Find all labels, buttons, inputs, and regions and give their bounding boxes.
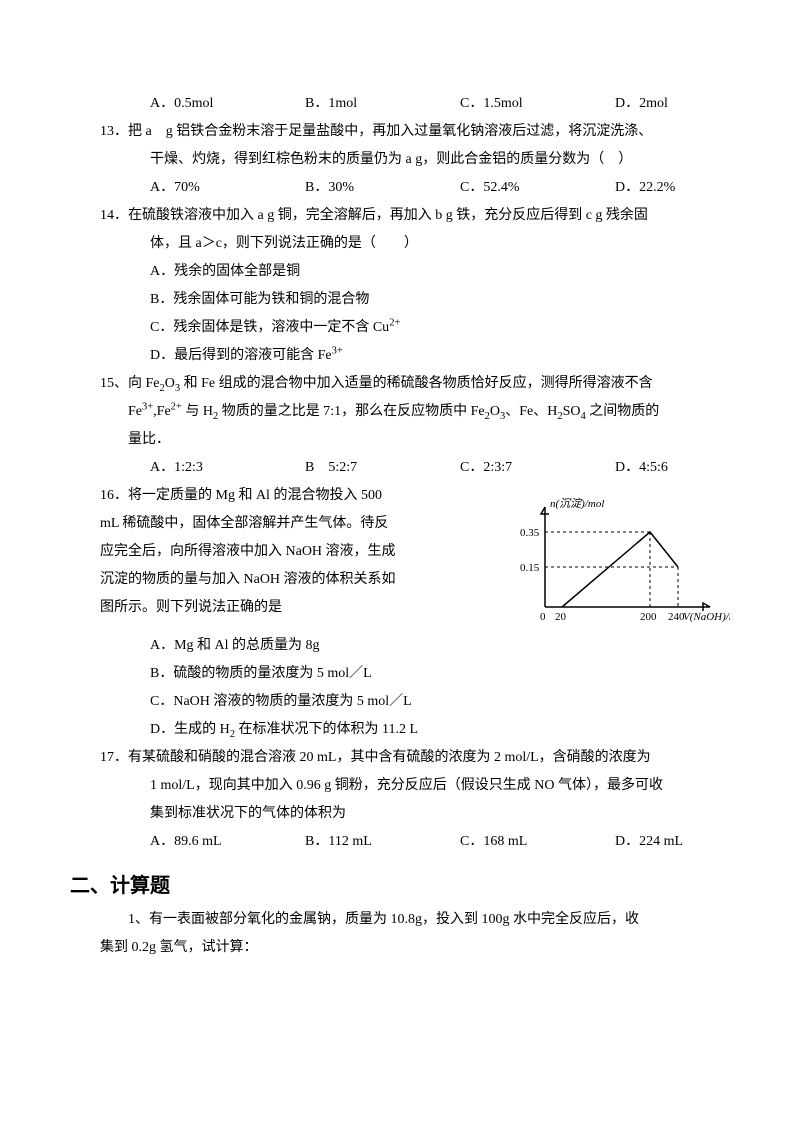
- q12-opt-c: C．1.5mol: [460, 90, 575, 118]
- q13: 13．把 a g 铝铁合金粉末溶于足量盐酸中，再加入过量氧化钠溶液后过滤，将沉淀…: [70, 118, 730, 146]
- q13-opt-b: B．30%: [305, 174, 420, 202]
- fig-y2: 0.15: [520, 562, 540, 574]
- q14-d-sup: 3+: [332, 345, 343, 356]
- fig-x1: 20: [555, 611, 567, 623]
- q12-options: A．0.5mol B．1mol C．1.5mol D．2mol: [70, 90, 730, 118]
- q14-choices: A．残余的固体全部是铜 B．残余固体可能为铁和铜的混合物 C．残余固体是铁，溶液…: [70, 258, 730, 370]
- q16-text: 16．将一定质量的 Mg 和 Al 的混合物投入 500 mL 稀硫酸中，固体全…: [70, 482, 500, 632]
- q13-opt-c: C．52.4%: [460, 174, 575, 202]
- q15-l2e: O: [490, 404, 500, 419]
- q13-options: A．70% B．30% C．52.4% D．22.2%: [70, 174, 730, 202]
- q17: 17．有某硫酸和硝酸的混合溶液 20 mL，其中含有硫酸的浓度为 2 mol/L…: [70, 744, 730, 772]
- q16-l5: 图所示。则下列说法正确的是: [70, 594, 500, 622]
- calc-q1-l1: 1、有一表面被部分氧化的金属钠，质量为 10.8g，投入到 100g 水中完全反…: [70, 906, 730, 934]
- q16: 16．将一定质量的 Mg 和 Al 的混合物投入 500 mL 稀硫酸中，固体全…: [70, 482, 730, 632]
- q16-opt-a: A．Mg 和 Al 的总质量为 8g: [150, 632, 730, 660]
- q15-line2: Fe3+,Fe2+ 与 H2 物质的量之比是 7:1，那么在反应物质中 Fe2O…: [70, 398, 730, 426]
- q16-d-post: 在标准状况下的体积为 11.2 L: [235, 722, 418, 737]
- q16-num: 16．: [100, 488, 128, 503]
- q13-num: 13．: [100, 124, 128, 139]
- fig-x2: 200: [640, 611, 657, 623]
- q13-opt-a: A．70%: [150, 174, 265, 202]
- q15-l2a: Fe: [128, 404, 142, 419]
- q17-l2: 1 mol/L，现向其中加入 0.96 g 铜粉，充分反应后（假设只生成 NO …: [70, 772, 730, 800]
- q14-opt-a: A．残余的固体全部是铜: [150, 258, 730, 286]
- q17-l1: 有某硫酸和硝酸的混合溶液 20 mL，其中含有硫酸的浓度为 2 mol/L，含硝…: [128, 750, 651, 765]
- q17-opt-d: D．224 mL: [615, 828, 730, 856]
- q14-d-text: D．最后得到的溶液可能含 Fe: [150, 348, 332, 363]
- q16-d-pre: D．生成的 H: [150, 722, 230, 737]
- q12-opt-d: D．2mol: [615, 90, 730, 118]
- q15-l2d: 物质的量之比是 7:1，那么在反应物质中 Fe: [218, 404, 484, 419]
- q15-line3: 量比．: [70, 426, 730, 454]
- q14-opt-b: B．残余固体可能为铁和铜的混合物: [150, 286, 730, 314]
- q15-l2c: 与 H: [182, 404, 213, 419]
- q16-l2: mL 稀硫酸中，固体全部溶解并产生气体。待反: [70, 510, 500, 538]
- q15: 15、向 Fe2O3 和 Fe 组成的混合物中加入适量的稀硫酸各物质恰好反应，测…: [70, 370, 730, 398]
- q15-l1c: 和 Fe 组成的混合物中加入适量的稀硫酸各物质恰好反应，测得所得溶液不含: [180, 376, 653, 391]
- q16-choices: A．Mg 和 Al 的总质量为 8g B．硫酸的物质的量浓度为 5 mol／L …: [70, 632, 730, 744]
- fig-y1: 0.35: [520, 527, 540, 539]
- q17-options: A．89.6 mL B．112 mL C．168 mL D．224 mL: [70, 828, 730, 856]
- q15-opt-d: D．4:5:6: [615, 454, 730, 482]
- q14-line1: 在硫酸铁溶液中加入 a g 铜，完全溶解后，再加入 b g 铁，充分反应后得到 …: [128, 208, 648, 223]
- q14-opt-c: C．残余固体是铁，溶液中一定不含 Cu2+: [150, 314, 730, 342]
- q17-opt-a: A．89.6 mL: [150, 828, 265, 856]
- q14-opt-d: D．最后得到的溶液可能含 Fe3+: [150, 342, 730, 370]
- q12-opt-a: A．0.5mol: [150, 90, 265, 118]
- q14-num: 14．: [100, 208, 128, 223]
- section-2-heading: 二、计算题: [70, 866, 730, 906]
- fig-ylab: n(沉淀)/mol: [550, 497, 604, 510]
- q13-opt-d: D．22.2%: [615, 174, 730, 202]
- q16-l3: 应完全后，向所得溶液中加入 NaOH 溶液，生成: [70, 538, 500, 566]
- q15-sp1: 3+: [142, 401, 153, 412]
- q16-opt-d: D．生成的 H2 在标准状况下的体积为 11.2 L: [150, 716, 730, 744]
- q15-l2f: 、Fe、H: [505, 404, 557, 419]
- q15-sp2: 2+: [171, 401, 182, 412]
- fig-x3: 240: [668, 611, 685, 623]
- q15-l2h: 之间物质的: [586, 404, 660, 419]
- q16-l4: 沉淀的物质的量与加入 NaOH 溶液的体积关系如: [70, 566, 500, 594]
- fig-xlab: V(NaOH)/mL: [683, 611, 730, 623]
- q15-l2g: SO: [563, 404, 581, 419]
- q13-line1: 把 a g 铝铁合金粉末溶于足量盐酸中，再加入过量氧化钠溶液后过滤，将沉淀洗涤、: [128, 124, 652, 139]
- q15-opt-c: C．2:3:7: [460, 454, 575, 482]
- q17-opt-b: B．112 mL: [305, 828, 420, 856]
- fig-x0: 0: [540, 611, 546, 623]
- q14: 14．在硫酸铁溶液中加入 a g 铜，完全溶解后，再加入 b g 铁，充分反应后…: [70, 202, 730, 230]
- q15-num: 15、: [100, 376, 128, 391]
- q16-opt-c: C．NaOH 溶液的物质的量浓度为 5 mol／L: [150, 688, 730, 716]
- q15-l1b: O: [165, 376, 175, 391]
- calc-q1-l2: 集到 0.2g 氢气，试计算：: [70, 934, 730, 962]
- q15-opt-b: B 5:2:7: [305, 454, 420, 482]
- q14-c-text: C．残余固体是铁，溶液中一定不含 Cu: [150, 320, 389, 335]
- q12-opt-b: B．1mol: [305, 90, 420, 118]
- q17-l3: 集到标准状况下的气体的体积为: [70, 800, 730, 828]
- q16-chart-svg: n(沉淀)/mol V(NaOH)/mL 0.35 0.15 0 20 200 …: [500, 492, 730, 632]
- q16-l1: 将一定质量的 Mg 和 Al 的混合物投入 500: [128, 488, 382, 503]
- q13-line2: 干燥、灼烧，得到红棕色粉末的质量仍为 a g，则此合金铝的质量分数为（ ）: [70, 146, 730, 174]
- q15-l2b: ,Fe: [153, 404, 171, 419]
- q16-figure: n(沉淀)/mol V(NaOH)/mL 0.35 0.15 0 20 200 …: [500, 482, 730, 632]
- q15-options: A．1:2:3 B 5:2:7 C．2:3:7 D．4:5:6: [70, 454, 730, 482]
- q16-opt-b: B．硫酸的物质的量浓度为 5 mol／L: [150, 660, 730, 688]
- q17-num: 17．: [100, 750, 128, 765]
- q15-l1a: 向 Fe: [128, 376, 160, 391]
- q15-opt-a: A．1:2:3: [150, 454, 265, 482]
- q17-opt-c: C．168 mL: [460, 828, 575, 856]
- q14-c-sup: 2+: [389, 317, 400, 328]
- q14-line2: 体，且 a＞c，则下列说法正确的是（ ）: [70, 230, 730, 258]
